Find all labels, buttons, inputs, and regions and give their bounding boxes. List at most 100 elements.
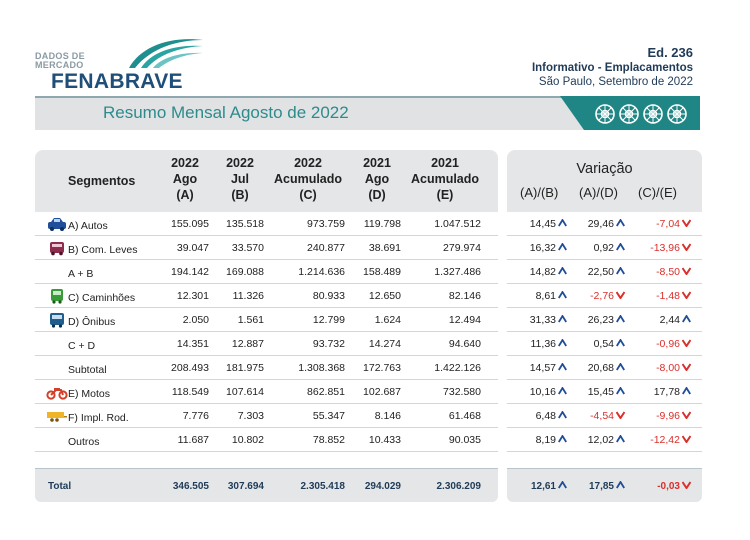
- segment-label: E) Motos: [68, 388, 111, 400]
- cell-value: 39.047: [176, 242, 209, 254]
- row-1-var-value-0: 16,32: [529, 242, 556, 254]
- table-row: C + D 14.351 12.887 93.732 14.274 94.640: [35, 332, 498, 356]
- row-1-var-0: 16,32: [513, 242, 567, 254]
- row-2-var-1: 22,50: [575, 266, 625, 278]
- row-8-var-2: -9,96: [633, 410, 692, 422]
- arrow-up-icon: [558, 314, 567, 326]
- cell-value: 93.732: [312, 338, 345, 350]
- row-8-var-value-1: -4,54: [590, 410, 614, 422]
- row-1-var-value-1: 0,92: [593, 242, 614, 254]
- row-7-var-value-0: 10,16: [529, 386, 556, 398]
- row-9-var-value-1: 12,02: [587, 434, 614, 446]
- cell-value: 11.687: [177, 434, 209, 446]
- cell-value: 732.580: [443, 386, 481, 398]
- row-6-var-value-0: 14,57: [529, 362, 556, 374]
- row-7-var-2: 17,78: [633, 386, 691, 398]
- publication-date: São Paulo, Setembro de 2022: [538, 76, 693, 88]
- cell-value: 7.303: [237, 410, 264, 422]
- row-2-var-value-2: -8,50: [656, 266, 680, 278]
- cell-value: 279.974: [443, 242, 481, 254]
- table-row: A) Autos 155.095 135.518 973.759 119.798 1.04…: [35, 212, 498, 236]
- arrow-down-icon: [681, 434, 692, 446]
- column-header-e: 2021 Acumulado (E): [410, 156, 480, 202]
- wheels-decoration-icon: [560, 96, 700, 130]
- cell-value: 94.640: [448, 338, 481, 350]
- logo-tagline: DADOS DE MERCADO: [35, 51, 85, 70]
- row-7-var-1: 15,45: [575, 386, 625, 398]
- arrow-up-icon: [616, 362, 625, 374]
- variation-col-ce: (C)/(E): [638, 185, 677, 200]
- segment-label: D) Ônibus: [68, 316, 116, 328]
- row-7-var-value-1: 15,45: [587, 386, 614, 398]
- edition-info: Ed. 236 Informativo - Emplacamentos São …: [532, 45, 693, 89]
- total-row: Total 346.505 307.694 2.305.418 294.029 …: [35, 468, 498, 502]
- cell-value: 10.433: [368, 434, 401, 446]
- row-4-var-value-0: 31,33: [529, 314, 556, 326]
- total-var-1: 17,85: [575, 480, 625, 492]
- logo-swoosh-icon: [129, 39, 203, 68]
- cell-value: 208.493: [171, 362, 209, 374]
- arrow-down-icon: [615, 410, 626, 422]
- arrow-up-icon: [558, 290, 567, 302]
- total-value-e: 2.306.209: [436, 481, 482, 492]
- cell-value: 61.468: [448, 410, 481, 422]
- variation-col-ad: (A)/(D): [579, 185, 618, 200]
- variation-row: 14,45 29,46 -7,04: [507, 212, 702, 236]
- column-header-d: 2021 Ago (D): [363, 156, 391, 202]
- cell-value: 172.763: [363, 362, 401, 374]
- row-8-var-value-2: -9,96: [656, 410, 680, 422]
- segment-label: C + D: [68, 340, 96, 352]
- row-4-var-2: 2,44: [633, 314, 691, 326]
- arrow-down-icon: [681, 481, 692, 492]
- row-5-var-0: 11,36: [513, 338, 567, 350]
- arrow-up-icon: [616, 386, 625, 398]
- cell-value: 862.851: [307, 386, 345, 398]
- total-label: Total: [48, 481, 72, 492]
- table-row: Outros 11.687 10.802 78.852 10.433 90.035: [35, 428, 498, 452]
- cell-value: 12.887: [231, 338, 264, 350]
- arrow-up-icon: [616, 242, 625, 254]
- variation-title: Variação: [576, 161, 633, 177]
- row-3-var-value-1: -2,76: [590, 290, 614, 302]
- row-9-var-2: -12,42: [633, 434, 692, 446]
- column-header-b: 2022 Jul (B): [226, 156, 254, 202]
- registrations-table: Segmentos 2022 Ago (A) 2022 Jul (B) 2022 Acum…: [35, 150, 498, 502]
- arrow-up-icon: [558, 362, 567, 374]
- row-2-var-2: -8,50: [633, 266, 692, 278]
- column-header-c: 2022 Acumulado (C): [273, 156, 343, 202]
- cell-value: 169.088: [226, 266, 264, 278]
- cell-value: 10.802: [231, 434, 264, 446]
- variation-total-row: 12,61 17,85 -0,03: [507, 468, 702, 502]
- cell-value: 12.494: [448, 314, 481, 326]
- row-1-var-1: 0,92: [575, 242, 625, 254]
- arrow-down-icon: [681, 218, 692, 230]
- row-2-var-value-1: 22,50: [587, 266, 614, 278]
- cell-value: 11.326: [232, 290, 264, 302]
- column-header-a: 2022 Ago (A): [171, 156, 199, 202]
- variation-row: 16,32 0,92 -13,96: [507, 236, 702, 260]
- trailer-icon: [46, 408, 68, 429]
- cell-value: 12.799: [312, 314, 345, 326]
- cell-value: 33.570: [231, 242, 264, 254]
- arrow-up-icon: [558, 218, 567, 230]
- row-8-var-value-0: 6,48: [535, 410, 556, 422]
- total-var-0: 12,61: [513, 480, 567, 492]
- cell-value: 7.776: [182, 410, 209, 422]
- row-5-var-2: -0,96: [633, 338, 692, 350]
- variation-row: 8,61 -2,76 -1,48: [507, 284, 702, 308]
- row-4-var-value-1: 26,23: [587, 314, 614, 326]
- segment-label: C) Caminhões: [68, 292, 136, 304]
- row-0-var-0: 14,45: [513, 218, 567, 230]
- row-5-var-value-0: 11,36: [530, 338, 557, 350]
- cell-value: 1.561: [237, 314, 264, 326]
- cell-value: 102.687: [363, 386, 401, 398]
- cell-value: 14.351: [176, 338, 209, 350]
- total-value-a: 346.505: [172, 481, 209, 492]
- arrow-up-icon: [616, 480, 625, 492]
- row-0-var-1: 29,46: [575, 218, 625, 230]
- logo-wordmark: FENABRAVE: [51, 70, 183, 93]
- variation-row: 6,48 -4,54 -9,96: [507, 404, 702, 428]
- table-row: A + B 194.142 169.088 1.214.636 158.489 1.327…: [35, 260, 498, 284]
- row-6-var-1: 20,68: [575, 362, 625, 374]
- cell-value: 181.975: [226, 362, 264, 374]
